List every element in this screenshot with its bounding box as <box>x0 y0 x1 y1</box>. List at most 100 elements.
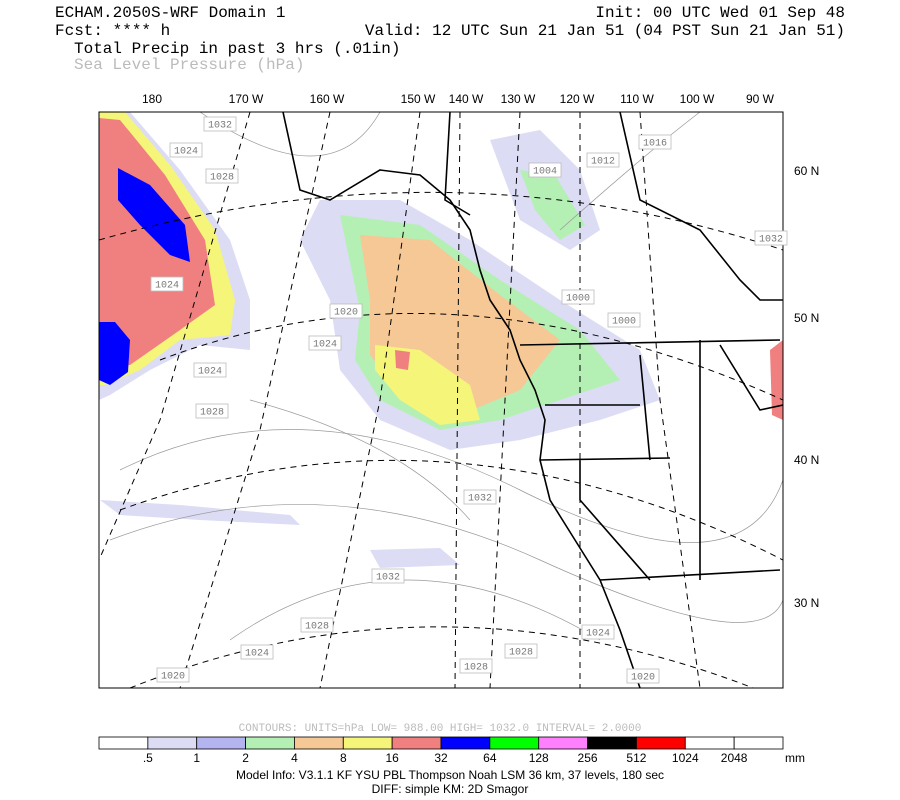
graticule <box>99 112 251 561</box>
legend-label: .5 <box>143 751 153 765</box>
graticule <box>454 112 461 688</box>
contour-label: 1032 <box>376 573 400 584</box>
graticule <box>99 191 783 251</box>
isobar <box>119 429 783 543</box>
graticule <box>319 112 421 688</box>
contour-label: 1000 <box>612 317 636 328</box>
longitude-label: 90 W <box>746 92 775 106</box>
latitude-label: 50 N <box>794 311 819 325</box>
contour-label-box <box>308 335 342 351</box>
precip <box>370 548 460 568</box>
longitude-label: 100 W <box>680 92 715 106</box>
contour-label-box <box>195 403 229 419</box>
contour-label-box <box>169 142 203 158</box>
legend-label: 128 <box>529 751 549 765</box>
legend-swatch <box>587 736 637 750</box>
legend-unit: mm <box>785 751 805 765</box>
contour-label: 1024 <box>245 649 269 660</box>
border <box>444 112 471 216</box>
contour-label: 1032 <box>759 235 783 246</box>
longitude-label: 120 W <box>560 92 595 106</box>
graticule <box>159 312 783 401</box>
longitude-label: 140 W <box>449 92 484 106</box>
contour-label-box <box>581 624 615 640</box>
legend-label: 256 <box>578 751 598 765</box>
precip <box>99 322 130 385</box>
legend-swatch <box>391 736 442 750</box>
contour-label-box <box>156 667 190 683</box>
contour-label: 1028 <box>509 648 533 659</box>
legend-swatch <box>733 736 784 750</box>
contour-label-box <box>459 658 493 674</box>
contour-label-box <box>638 134 672 150</box>
contour-label: 1032 <box>468 494 492 505</box>
coastline <box>619 112 783 301</box>
legend-swatch <box>98 736 149 750</box>
precip <box>100 500 300 525</box>
latitude-label: 40 N <box>794 453 819 467</box>
contour-label-box <box>150 276 184 292</box>
contour-label-box <box>607 312 641 328</box>
contour-label: 1024 <box>155 281 179 292</box>
map <box>99 112 783 688</box>
longitude-label: 110 W <box>620 92 654 106</box>
contour-label-box <box>329 303 363 319</box>
legend-label: 2 <box>242 751 249 765</box>
legend-swatch <box>636 736 686 750</box>
contour-label: 1020 <box>334 308 358 319</box>
border <box>519 339 783 581</box>
contour-label: 1012 <box>591 157 615 168</box>
init: Init: 00 UTC Wed 01 Sep 48 <box>595 4 845 22</box>
title: ECHAM.2050S-WRF Domain 1 <box>55 4 285 22</box>
longitude-label: 150 W <box>401 92 436 106</box>
isobar <box>109 504 783 623</box>
legend-label: 64 <box>483 751 497 765</box>
legend-label: 512 <box>626 751 646 765</box>
forecast: Fcst: **** h <box>55 22 170 40</box>
contour-label-box <box>504 643 538 659</box>
legend-swatch <box>147 736 198 750</box>
legend-label: 4 <box>291 751 298 765</box>
legend-label: 32 <box>434 751 448 765</box>
graticule <box>639 112 701 688</box>
contour-label: 1028 <box>210 173 234 184</box>
field-label: Total Precip in past 3 hrs (.01in) <box>74 40 400 58</box>
isobar <box>229 579 601 641</box>
contour-label-box <box>371 568 405 584</box>
latitude-label: 60 N <box>794 164 819 178</box>
contour-label-box <box>528 162 562 178</box>
legend-label: 1 <box>193 751 200 765</box>
coastline <box>282 112 641 688</box>
field-label: Sea Level Pressure (hPa) <box>74 56 304 74</box>
contour-label: 1028 <box>200 408 224 419</box>
contour-label-box <box>240 644 274 660</box>
longitude-label: 170 W <box>229 92 264 106</box>
isobar <box>559 112 701 231</box>
legend-swatch <box>245 736 295 750</box>
contour-label-box <box>626 668 660 684</box>
contour-info: CONTOURS: UNITS=hPa LOW= 988.00 HIGH= 10… <box>239 723 642 735</box>
contour-label: 1024 <box>313 340 337 351</box>
latitude-label: 30 N <box>794 596 819 610</box>
contour-label-box <box>463 489 497 505</box>
footer-line: Model Info: V3.1.1 KF YSU PBL Thompson N… <box>236 768 664 782</box>
longitude-label: 130 W <box>501 92 536 106</box>
footer-line: DIFF: simple KM: 2D Smagor <box>372 782 529 796</box>
precip <box>395 350 410 370</box>
valid: Valid: 12 UTC Sun 21 Jan 51 (04 PST Sun … <box>365 22 845 40</box>
contour-label: 1032 <box>208 121 232 132</box>
map-frame <box>98 111 784 689</box>
legend-swatch <box>684 736 735 750</box>
contour-label-box <box>300 617 334 633</box>
contour-label-box <box>586 152 620 168</box>
longitude-label: 180 <box>142 92 162 106</box>
isobar <box>249 399 471 521</box>
legend-label: 1024 <box>672 751 699 765</box>
legend-swatch <box>294 736 344 750</box>
precip <box>770 340 783 420</box>
contour-label-box <box>754 230 788 246</box>
legend-swatch <box>440 736 491 750</box>
contour-label: 1016 <box>643 139 667 150</box>
contour-label: 1024 <box>198 367 222 378</box>
